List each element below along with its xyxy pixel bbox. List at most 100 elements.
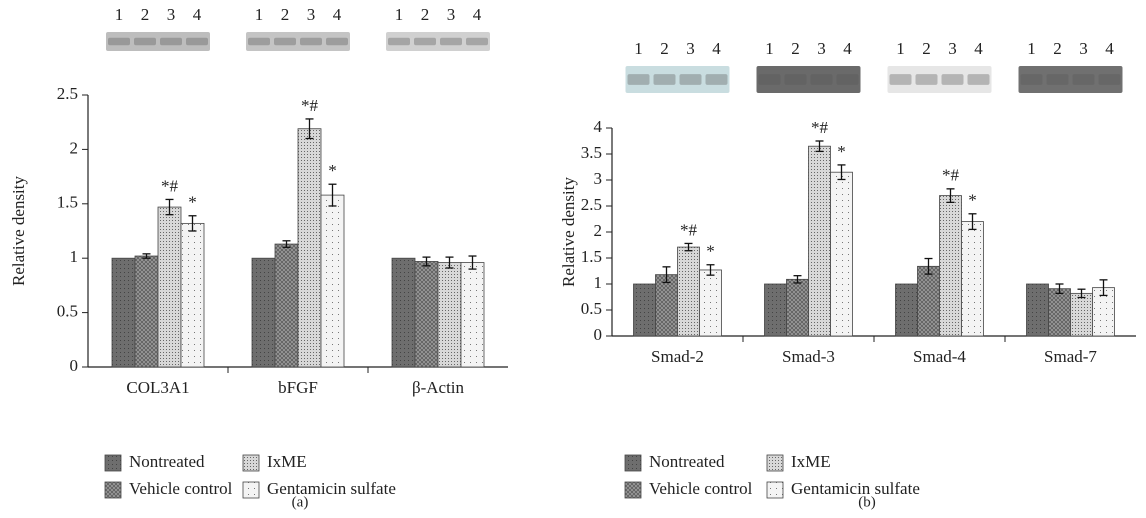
bar bbox=[809, 146, 831, 336]
bar bbox=[765, 284, 787, 336]
blot-band bbox=[326, 38, 348, 46]
lane-label: 2 bbox=[421, 5, 430, 24]
significance-label: * bbox=[706, 242, 715, 261]
bar bbox=[918, 266, 940, 336]
significance-label: * bbox=[837, 142, 846, 161]
blot-band bbox=[248, 38, 270, 46]
bar bbox=[321, 195, 344, 367]
y-tick-label: 0 bbox=[70, 356, 79, 375]
blot-band bbox=[890, 74, 912, 85]
y-axis-title: Relative density bbox=[559, 177, 578, 288]
lane-label: 3 bbox=[817, 39, 826, 58]
panel-label: (a) bbox=[292, 494, 309, 510]
legend-label: IxME bbox=[267, 452, 307, 471]
lane-label: 2 bbox=[141, 5, 150, 24]
blot-band bbox=[414, 38, 436, 46]
blot-band bbox=[388, 38, 410, 46]
lane-label: 1 bbox=[395, 5, 404, 24]
y-tick-label: 2 bbox=[70, 138, 79, 157]
x-tick-label: Smad-3 bbox=[782, 347, 835, 366]
significance-label: * bbox=[968, 191, 977, 210]
bar bbox=[678, 247, 700, 336]
blot-band bbox=[654, 74, 676, 85]
blot-band bbox=[706, 74, 728, 85]
x-tick-label: bFGF bbox=[278, 378, 318, 397]
y-tick-label: 0.5 bbox=[57, 302, 78, 321]
significance-label: * bbox=[188, 193, 197, 212]
x-tick-label: COL3A1 bbox=[126, 378, 189, 397]
lane-label: 2 bbox=[1053, 39, 1062, 58]
significance-label: *# bbox=[161, 176, 179, 195]
bar bbox=[158, 207, 181, 367]
lane-label: 2 bbox=[660, 39, 669, 58]
lane-label: 4 bbox=[712, 39, 721, 58]
legend-swatch bbox=[105, 482, 121, 498]
legend-swatch bbox=[767, 482, 783, 498]
bar bbox=[415, 261, 438, 367]
lane-label: 4 bbox=[333, 5, 342, 24]
x-tick-label: Smad-4 bbox=[913, 347, 966, 366]
lane-label: 1 bbox=[1027, 39, 1036, 58]
x-tick-label: Smad-7 bbox=[1044, 347, 1097, 366]
blot-band bbox=[680, 74, 702, 85]
lane-label: 4 bbox=[843, 39, 852, 58]
blot-band bbox=[440, 38, 462, 46]
significance-label: * bbox=[328, 161, 337, 180]
blot-band bbox=[968, 74, 990, 85]
bar bbox=[1027, 284, 1049, 336]
blot-band bbox=[160, 38, 182, 46]
significance-label: *# bbox=[680, 220, 698, 239]
significance-label: *# bbox=[301, 96, 319, 115]
lane-label: 3 bbox=[167, 5, 176, 24]
lane-label: 1 bbox=[115, 5, 124, 24]
figure: 00.511.522.5Relative densityCOL3A11234*#… bbox=[0, 0, 1146, 518]
x-tick-label: β-Actin bbox=[412, 378, 465, 397]
bar bbox=[656, 275, 678, 336]
blot-band bbox=[134, 38, 156, 46]
blot-band bbox=[785, 74, 807, 85]
y-tick-label: 3.5 bbox=[581, 143, 602, 162]
bar bbox=[438, 263, 461, 367]
bar bbox=[831, 172, 853, 336]
blot-band bbox=[628, 74, 650, 85]
bar bbox=[461, 263, 484, 367]
legend-swatch bbox=[243, 455, 259, 471]
lane-label: 2 bbox=[922, 39, 931, 58]
legend-swatch bbox=[105, 455, 121, 471]
blot-band bbox=[1047, 74, 1069, 85]
lane-label: 3 bbox=[307, 5, 316, 24]
y-tick-label: 1.5 bbox=[581, 247, 602, 266]
blot-band bbox=[186, 38, 208, 46]
y-tick-label: 2.5 bbox=[57, 84, 78, 103]
blot-band bbox=[108, 38, 130, 46]
bar bbox=[275, 244, 298, 367]
bar bbox=[135, 256, 158, 367]
y-tick-label: 4 bbox=[594, 117, 603, 136]
blot-band bbox=[274, 38, 296, 46]
bar bbox=[298, 129, 321, 367]
lane-label: 4 bbox=[1105, 39, 1114, 58]
bar bbox=[392, 258, 415, 367]
y-tick-label: 2 bbox=[594, 221, 603, 240]
legend-label: Vehicle control bbox=[129, 479, 233, 498]
blot-band bbox=[1099, 74, 1121, 85]
y-tick-label: 2.5 bbox=[581, 195, 602, 214]
legend-label: Vehicle control bbox=[649, 479, 753, 498]
legend-swatch bbox=[767, 455, 783, 471]
lane-label: 2 bbox=[281, 5, 290, 24]
blot-band bbox=[466, 38, 488, 46]
legend-label: IxME bbox=[791, 452, 831, 471]
blot-band bbox=[1021, 74, 1043, 85]
legend-swatch bbox=[625, 455, 641, 471]
bar bbox=[112, 258, 135, 367]
bar bbox=[940, 196, 962, 336]
legend-label: Nontreated bbox=[649, 452, 725, 471]
y-tick-label: 1 bbox=[70, 247, 79, 266]
bar bbox=[896, 284, 918, 336]
bar bbox=[1049, 289, 1071, 336]
panel-label: (b) bbox=[858, 494, 876, 510]
y-axis-title: Relative density bbox=[9, 176, 28, 287]
legend-swatch bbox=[243, 482, 259, 498]
blot-band bbox=[759, 74, 781, 85]
legend-label: Gentamicin sulfate bbox=[267, 479, 396, 498]
